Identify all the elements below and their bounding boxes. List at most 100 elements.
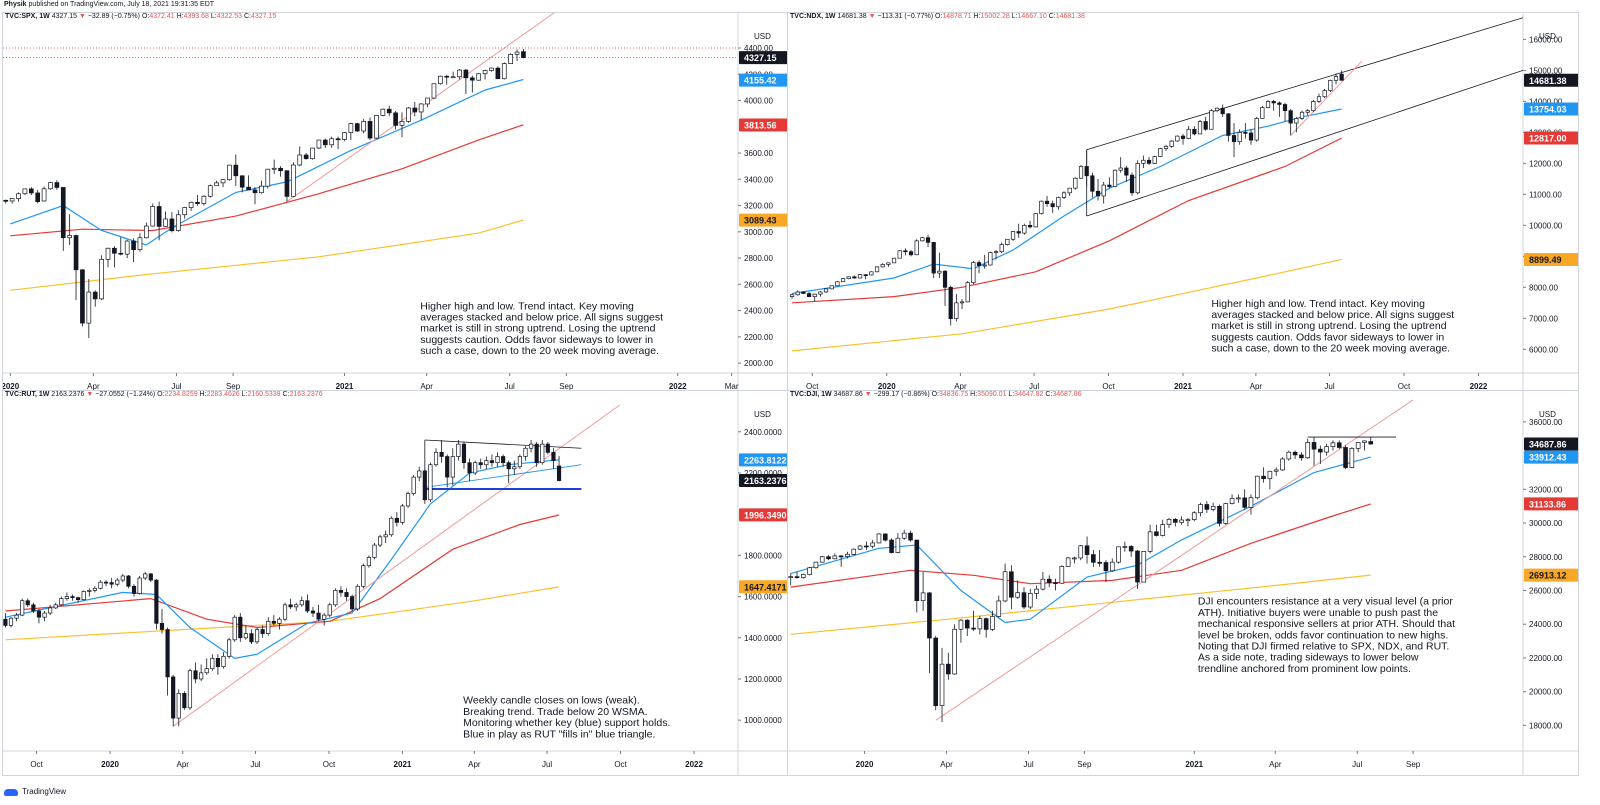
chart-svg[interactable]: USD 2000.00 2200.00 2400.00 2600.00 2800.00 30… (3, 13, 794, 398)
candle-body (540, 443, 545, 464)
plot-area (789, 17, 1523, 352)
candle (1299, 452, 1304, 461)
candle (1204, 501, 1210, 513)
candle (897, 250, 902, 259)
candle (1180, 133, 1186, 145)
x-tick-label: 2021 (394, 760, 412, 769)
chart-panel-spx[interactable]: TVC:SPX, 1W 4327.15 ▼ −32.89 (−0.75%) O:… (2, 12, 794, 398)
candle (1010, 230, 1016, 241)
annotation-line: mechanical responsive sellers at prior A… (1198, 618, 1455, 630)
candle-body (210, 658, 215, 670)
chart-svg[interactable]: USD1000.00001200.00001400.00001600.00001… (3, 391, 794, 776)
candle-body (126, 575, 131, 587)
price-badge-bg (1524, 73, 1578, 87)
candle-body (389, 517, 394, 536)
candle (1053, 578, 1058, 591)
candle (80, 269, 85, 327)
candle-body (322, 139, 328, 146)
chart-panel-rut[interactable]: TVC:RUT, 1W 2163.2376 ▼ −27.0552 (−1.24%… (2, 390, 794, 776)
y-tick-label: 3200.00 (744, 202, 773, 211)
candle-body (372, 544, 377, 558)
x-tick-label: Mar (725, 382, 739, 391)
candle (131, 584, 137, 597)
x-tick-label: 2022 (669, 382, 687, 391)
ma20-line (10, 78, 524, 246)
ma50-line (5, 514, 560, 629)
candle (1271, 99, 1276, 111)
candle-body (461, 443, 467, 464)
candle-body (48, 182, 53, 190)
candle (316, 604, 321, 622)
candle (137, 233, 143, 252)
candle (1021, 587, 1027, 610)
candle-body (1022, 224, 1027, 234)
footer-brand[interactable]: TradingView (22, 787, 67, 796)
candle-body (1009, 571, 1014, 598)
candle (450, 448, 455, 486)
candle (109, 578, 114, 589)
candle-body (977, 618, 983, 630)
candle-body (3, 618, 8, 626)
candle-body (1005, 238, 1010, 245)
candle-body (1078, 166, 1084, 179)
candle (993, 250, 999, 260)
chart-svg[interactable]: USD 18000.00 20000.00 22000.00 24000.00 26000… (788, 391, 1579, 776)
candle-body (813, 561, 819, 569)
author-name[interactable]: Physik (4, 1, 27, 8)
candle-body (835, 281, 840, 287)
candle-body (517, 456, 522, 468)
candle (495, 452, 500, 467)
candle-body (1010, 231, 1016, 240)
candle-body (271, 620, 276, 624)
candle (1040, 571, 1046, 591)
chart-panel-dji[interactable]: TVC:DJI, 1W 34687.86 ▼ −299.17 (−0.86%) … (787, 390, 1579, 776)
candle-body (271, 167, 277, 170)
candle (846, 276, 851, 280)
candle (1226, 113, 1231, 142)
candle-body (789, 294, 795, 297)
candle-body (70, 596, 75, 598)
chart-panel-ndx[interactable]: TVC:NDX, 1W 14681.38 ▼ −113.31 (−0.77%) … (787, 12, 1579, 398)
candle (67, 214, 72, 245)
candle (952, 624, 957, 675)
candle-body (25, 600, 30, 606)
candle (946, 652, 951, 680)
candle-body (1185, 519, 1191, 522)
candle (406, 107, 411, 123)
candle-body (42, 612, 47, 618)
candle-body (1243, 132, 1248, 134)
candle (277, 617, 282, 630)
candle-body (993, 251, 999, 254)
candle (329, 136, 335, 148)
candle-body (1311, 101, 1316, 112)
candle-body (1328, 79, 1333, 91)
candle (412, 101, 418, 117)
candle (512, 460, 517, 476)
candle (361, 118, 366, 134)
low-value: 2160.5339 (247, 391, 281, 398)
price-badge: 1647.4171 (739, 580, 793, 594)
candle (835, 281, 840, 287)
x-tick-label: Jul (250, 760, 260, 769)
candle-body (501, 456, 506, 464)
candle (1333, 73, 1339, 85)
candle-body (243, 633, 248, 639)
candle-body (958, 619, 964, 630)
candle-body (1248, 497, 1254, 508)
candle (327, 602, 332, 618)
candle-body (1261, 475, 1266, 480)
candle-body (1016, 231, 1021, 234)
candle (823, 287, 829, 293)
chart-svg[interactable]: USD6000.007000.008000.009000.0010000.001… (788, 13, 1579, 398)
candle (1186, 126, 1191, 140)
annotation-line: level be broken, odds favor continuation… (1198, 629, 1448, 641)
candle-body (806, 293, 812, 297)
candle (1061, 191, 1067, 199)
candle-body (508, 53, 513, 64)
candle (959, 299, 965, 310)
candle-body (175, 214, 181, 231)
candle (1223, 502, 1229, 525)
candle-body (182, 207, 188, 216)
x-tick-label: Jul (505, 382, 515, 391)
candle (528, 440, 534, 453)
